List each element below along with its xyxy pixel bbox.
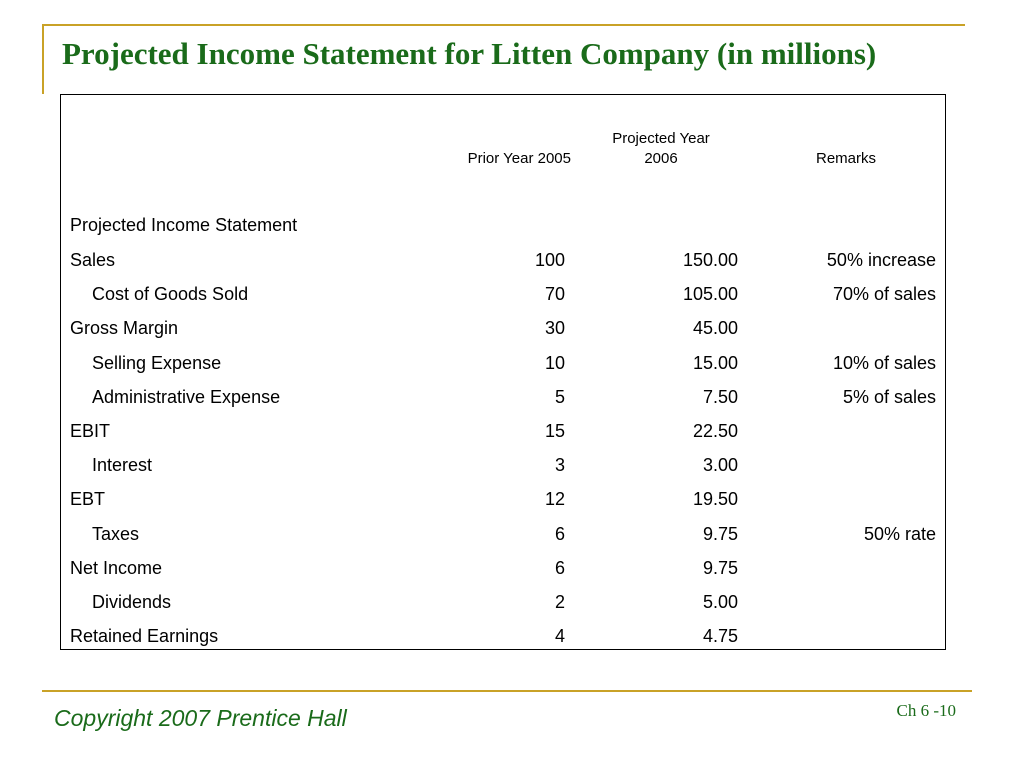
copyright-footer: Copyright 2007 Prentice Hall [54, 705, 347, 731]
row-label: Dividends [92, 591, 172, 612]
row-label: Retained Earnings [70, 626, 219, 647]
table-row: EBT 12 19.50 [61, 483, 945, 517]
row-projected-value: 9.75 [702, 557, 738, 578]
table-row: Cost of Goods Sold 70 105.00 70% of sales [61, 278, 945, 312]
row-prior-value: 2 [554, 591, 565, 612]
table-body: Sales 100 150.00 50% increase Cost of Goods … [61, 244, 945, 654]
table-row: Interest 3 3.00 [61, 449, 945, 483]
row-label: Interest [92, 455, 153, 476]
header-projected-year: Projected Year 2006 [591, 129, 731, 169]
row-projected-value: 19.50 [692, 489, 738, 510]
section-label: Projected Income Statement [70, 215, 298, 235]
row-remark: 70% of sales [832, 284, 936, 305]
row-projected-value: 15.00 [692, 352, 738, 373]
row-prior-value: 10 [544, 352, 565, 373]
table-row: EBIT 15 22.50 [61, 415, 945, 449]
header-projected-line2: 2006 [644, 150, 678, 167]
table-row: Selling Expense 10 15.00 10% of sales [61, 347, 945, 381]
left-rule [42, 24, 44, 94]
row-prior-value: 3 [554, 455, 565, 476]
row-prior-value: 70 [544, 284, 565, 305]
top-rule [42, 24, 965, 26]
row-label: Administrative Expense [92, 386, 281, 407]
header-prior-year: Prior Year 2005 [467, 150, 571, 167]
row-label: Net Income [70, 557, 163, 578]
row-label: Cost of Goods Sold [92, 284, 249, 305]
header-remarks: Remarks [815, 150, 876, 167]
row-prior-value: 100 [534, 250, 565, 270]
bottom-rule [42, 690, 972, 692]
table-row: Taxes 6 9.75 50% rate [61, 518, 945, 552]
income-statement-table: Prior Year 2005 Projected Year 2006 Rema… [60, 94, 946, 650]
table-row: Gross Margin 30 45.00 [61, 312, 945, 346]
table-row: Sales 100 150.00 50% increase [61, 244, 945, 278]
row-label: Taxes [92, 523, 140, 544]
row-prior-value: 6 [554, 523, 565, 544]
row-remark: 50% increase [826, 250, 936, 270]
row-label: EBT [70, 489, 106, 510]
row-projected-value: 5.00 [702, 591, 738, 612]
row-projected-value: 150.00 [682, 250, 738, 270]
row-label: Selling Expense [92, 352, 222, 373]
row-prior-value: 15 [544, 420, 565, 441]
row-prior-value: 6 [554, 557, 565, 578]
row-projected-value: 7.50 [702, 386, 738, 407]
row-projected-value: 22.50 [692, 420, 738, 441]
header-projected-line1: Projected Year [612, 130, 710, 147]
table-row: Net Income 6 9.75 [61, 552, 945, 586]
row-projected-value: 45.00 [692, 318, 738, 339]
row-prior-value: 30 [544, 318, 565, 339]
row-projected-value: 9.75 [702, 523, 738, 544]
row-remark: 50% rate [863, 523, 936, 544]
slide-title: Projected Income Statement for Litten Co… [62, 36, 877, 71]
row-label: EBIT [70, 420, 111, 441]
row-prior-value: 5 [554, 386, 565, 407]
row-prior-value: 12 [544, 489, 565, 510]
row-remark: 10% of sales [832, 352, 936, 373]
row-label: Sales [70, 250, 116, 270]
table-row: Administrative Expense 5 7.50 5% of sales [61, 381, 945, 415]
slide-number: Ch 6 -10 [896, 701, 957, 720]
table-row: Dividends 2 5.00 [61, 586, 945, 620]
row-projected-value: 105.00 [682, 284, 738, 305]
row-label: Gross Margin [70, 318, 179, 339]
row-prior-value: 4 [554, 626, 565, 647]
row-projected-value: 4.75 [702, 626, 738, 647]
table-row: Retained Earnings 4 4.75 [61, 620, 945, 654]
row-remark: 5% of sales [842, 386, 936, 407]
row-projected-value: 3.00 [702, 455, 738, 476]
